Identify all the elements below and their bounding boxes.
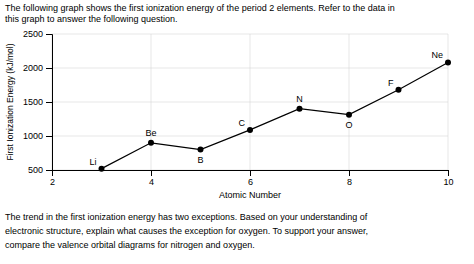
chart: The following graph shows the first ioni… <box>0 0 474 264</box>
tick-mark <box>151 170 152 176</box>
paragraph-line: The following graph shows the first ioni… <box>5 3 395 13</box>
tick-mark <box>46 68 52 69</box>
point <box>198 147 204 153</box>
tick-mark <box>46 102 52 103</box>
tick-mark <box>46 34 52 35</box>
point <box>297 106 303 112</box>
tick-label: 1000 <box>23 131 43 141</box>
text-below: The trend in the first ionization energy… <box>5 212 368 250</box>
point <box>148 140 154 146</box>
tick-mark <box>448 170 449 176</box>
y-axis: 500 1000 1500 2000 2500 <box>23 29 53 175</box>
axis-line <box>46 35 53 171</box>
text-above: The following graph shows the first ioni… <box>5 3 395 24</box>
grid-line-y <box>52 102 448 103</box>
y-axis-title: First Ionization Energy (kJ/mol) <box>5 43 15 160</box>
point-label: Be <box>145 128 156 138</box>
tick-label: 2000 <box>23 63 43 73</box>
tick: 6 <box>248 170 253 187</box>
tick: 1500 <box>23 97 52 107</box>
paragraph-line: compare the valence orbital diagrams for… <box>5 240 255 250</box>
point <box>99 166 105 172</box>
tick: 500 <box>28 165 52 175</box>
paragraph-line: The trend in the first ionization energy… <box>5 212 368 222</box>
tick: 2000 <box>23 63 52 73</box>
grid-line-y <box>52 68 448 69</box>
axis-line <box>53 171 449 177</box>
tick: 1000 <box>23 131 52 141</box>
tick-label: 2500 <box>23 29 43 39</box>
tick-mark <box>250 170 251 176</box>
tick-label: 4 <box>149 177 154 187</box>
paragraph-line: electronic structure, explain what cause… <box>5 226 368 236</box>
x-axis-title: Atomic Number <box>219 190 281 200</box>
point <box>346 112 352 118</box>
plot-area <box>99 59 452 171</box>
point-labels: Li Be B C N O F Ne <box>89 50 443 166</box>
grid-line-y <box>52 136 448 137</box>
point-label: B <box>197 155 203 165</box>
tick: 2 <box>50 170 55 187</box>
tick: 2500 <box>23 29 52 39</box>
point <box>445 59 451 65</box>
line <box>102 62 449 168</box>
x-axis: 2 4 6 8 10 <box>50 170 454 187</box>
tick-mark <box>46 136 52 137</box>
point-label: O <box>345 120 352 130</box>
point-label: C <box>239 118 246 128</box>
tick-label: 8 <box>347 177 352 187</box>
tick-label: 2 <box>50 177 55 187</box>
point-label: Ne <box>431 50 443 60</box>
tick: 10 <box>443 170 453 187</box>
point-label: N <box>296 94 303 104</box>
grid-line-y <box>52 34 448 35</box>
tick: 8 <box>347 170 352 187</box>
point-label: Li <box>89 157 96 167</box>
tick-label: 500 <box>28 165 43 175</box>
point-label: F <box>388 78 394 88</box>
tick-label: 10 <box>443 177 453 187</box>
point <box>247 127 253 133</box>
tick-label: 1500 <box>23 97 43 107</box>
tick: 4 <box>149 170 154 187</box>
tick-label: 6 <box>248 177 253 187</box>
paragraph-line: this graph to answer the following quest… <box>5 14 178 24</box>
tick-mark <box>349 170 350 176</box>
grid <box>52 34 448 170</box>
point <box>396 87 402 93</box>
tick-mark <box>46 170 52 171</box>
